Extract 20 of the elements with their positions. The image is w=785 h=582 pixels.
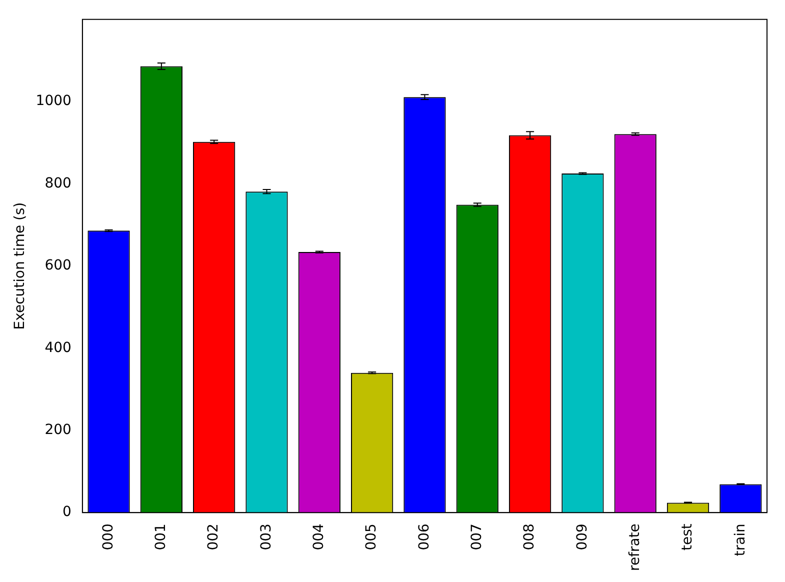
y-tick-label: 800	[44, 175, 72, 192]
x-tick-label: 005	[364, 524, 380, 550]
x-tick-label: 001	[153, 524, 170, 550]
x-tick-label: 004	[311, 523, 328, 550]
x-tick-label: 000	[100, 524, 116, 550]
y-tick-label: 600	[44, 258, 72, 274]
y-tick-label: 200	[44, 422, 72, 438]
x-tick-label: 007	[469, 524, 486, 550]
x-tick-label: 003	[258, 524, 274, 550]
x-tick-label: refrate	[626, 524, 643, 572]
y-tick-label: 0	[62, 504, 72, 520]
y-axis-title: Execution time (s)	[12, 202, 28, 330]
y-tick-label: 400	[44, 340, 72, 356]
x-tick-label: 009	[574, 524, 590, 550]
x-tick-label: 006	[416, 523, 432, 550]
x-tick-label: 002	[206, 524, 222, 550]
x-tick-label: test	[680, 523, 696, 550]
y-tick-label: 1000	[36, 93, 72, 110]
x-tick-label: 008	[522, 524, 538, 550]
x-tick-label: train	[732, 524, 748, 556]
